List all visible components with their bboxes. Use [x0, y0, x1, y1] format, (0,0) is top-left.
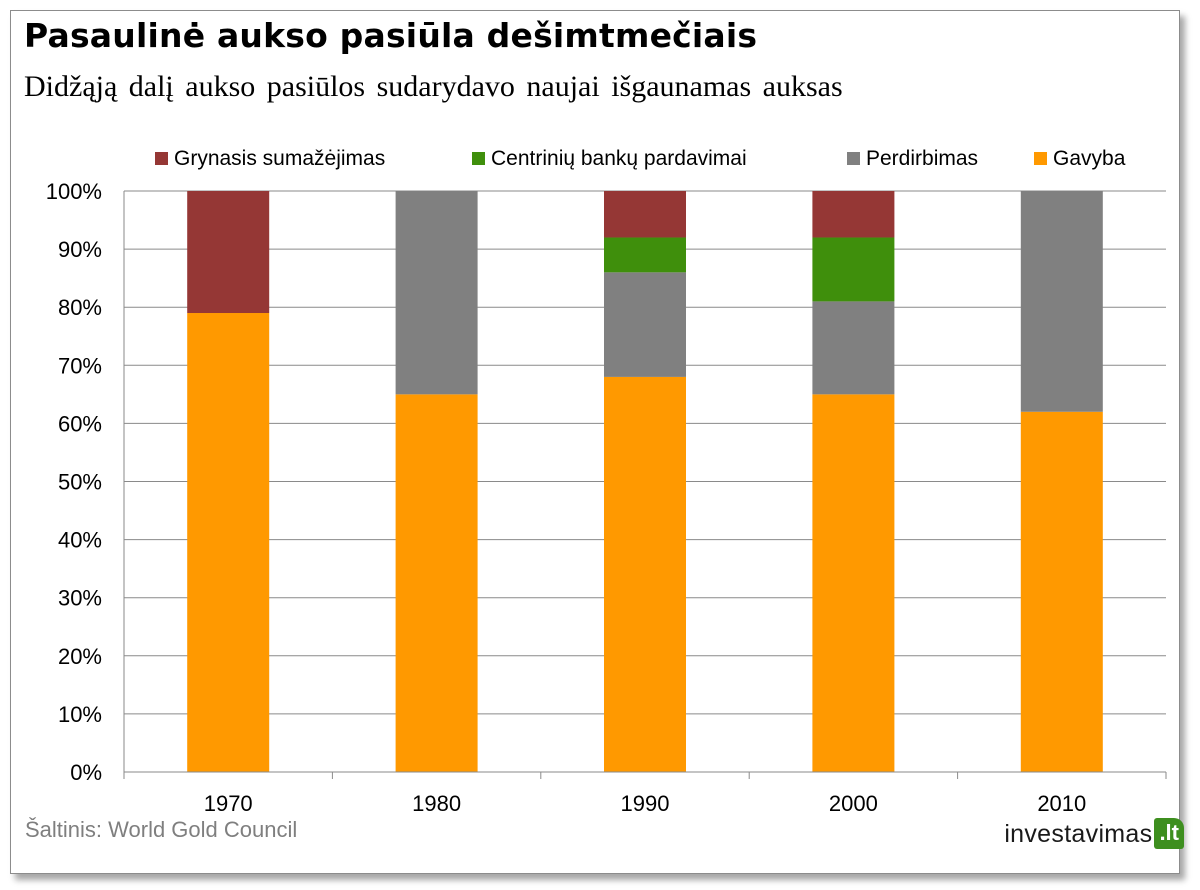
- bar-gavyba-2000[interactable]: [812, 394, 895, 772]
- legend-item-gavyba[interactable]: Gavyba: [1034, 147, 1126, 170]
- y-tick-label: 30%: [58, 586, 102, 611]
- x-tick-label-1980: 1980: [412, 791, 461, 816]
- legend-item-centriniu-banku-pardavimai[interactable]: Centrinių bankų pardavimai: [472, 147, 747, 170]
- y-tick-label: 20%: [58, 644, 102, 669]
- y-tick-label: 100%: [46, 179, 102, 204]
- logo-word: investavimas: [1004, 820, 1153, 848]
- bar-grynasis-sumazejimas-2000[interactable]: [812, 191, 895, 238]
- bar-perdirbimas-1980[interactable]: [395, 191, 478, 395]
- investavimas-logo[interactable]: investavimas .lt: [1004, 818, 1184, 849]
- bar-gavyba-1970[interactable]: [187, 313, 270, 772]
- bar-perdirbimas-2010[interactable]: [1020, 191, 1103, 412]
- y-tick-label: 50%: [58, 470, 102, 495]
- y-tick-label: 90%: [58, 237, 102, 262]
- x-tick-label-2000: 2000: [829, 791, 878, 816]
- bar-gavyba-2010[interactable]: [1020, 411, 1103, 772]
- y-tick-label: 0%: [70, 760, 102, 785]
- legend-swatch: [472, 152, 485, 165]
- chart-title: Pasaulinė aukso pasiūla dešimtmečiais: [24, 16, 758, 55]
- bar-gavyba-1980[interactable]: [395, 394, 478, 772]
- bar-centriniu-banku-pardavimai-1990[interactable]: [604, 237, 686, 273]
- logo-tld-badge: .lt: [1154, 818, 1184, 849]
- x-tick-label-1970: 1970: [204, 791, 253, 816]
- legend-label: Grynasis sumažėjimas: [174, 147, 385, 170]
- legend-item-grynasis-sumazejimas[interactable]: Grynasis sumažėjimas: [155, 147, 385, 170]
- x-tick-labels: 1970 1980 1990 2000 2010: [204, 791, 1087, 816]
- y-tick-label: 70%: [58, 353, 102, 378]
- chart-legend: Grynasis sumažėjimas Centrinių bankų pard…: [155, 147, 1126, 170]
- y-tick-label: 80%: [58, 295, 102, 320]
- axes: [123, 191, 1167, 779]
- bar-grynasis-sumazejimas-1970[interactable]: [187, 191, 270, 314]
- chart-subtitle: Didžąją dalį aukso pasiūlos sudarydavo n…: [24, 70, 843, 103]
- bar-perdirbimas-2000[interactable]: [812, 301, 895, 395]
- bar-grynasis-sumazejimas-1990[interactable]: [604, 191, 686, 238]
- bar-perdirbimas-1990[interactable]: [604, 272, 686, 377]
- legend-item-perdirbimas[interactable]: Perdirbimas: [847, 147, 978, 170]
- x-tick-label-1990: 1990: [621, 791, 670, 816]
- x-tick-label-2010: 2010: [1037, 791, 1086, 816]
- bar-gavyba-1990[interactable]: [604, 376, 686, 772]
- legend-swatch: [1034, 152, 1047, 165]
- y-tick-label: 60%: [58, 411, 102, 436]
- bar-centriniu-banku-pardavimai-2000[interactable]: [812, 237, 895, 302]
- y-tick-label: 40%: [58, 528, 102, 553]
- legend-swatch: [847, 152, 860, 165]
- legend-label: Perdirbimas: [866, 147, 978, 170]
- legend-label: Gavyba: [1053, 147, 1126, 170]
- legend-swatch: [155, 152, 168, 165]
- source-note: Šaltinis: World Gold Council: [25, 817, 298, 842]
- y-tick-label: 10%: [58, 702, 102, 727]
- y-tick-labels: 0% 10% 20% 30% 40% 50% 60% 70% 80% 90% 100%: [46, 179, 102, 785]
- legend-label: Centrinių bankų pardavimai: [491, 147, 747, 170]
- bars: [187, 191, 1103, 772]
